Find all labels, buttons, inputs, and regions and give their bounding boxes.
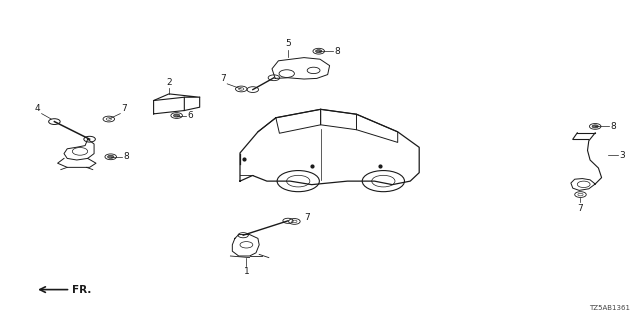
- Text: 4: 4: [35, 104, 40, 113]
- Text: 7: 7: [304, 213, 310, 222]
- Circle shape: [592, 125, 598, 128]
- Text: TZ5AB1361: TZ5AB1361: [589, 305, 630, 311]
- Text: 2: 2: [166, 78, 172, 87]
- Text: 8: 8: [123, 152, 129, 161]
- Text: 5: 5: [285, 39, 291, 48]
- Text: 3: 3: [619, 151, 625, 160]
- Text: 7: 7: [220, 74, 226, 83]
- Circle shape: [173, 114, 180, 117]
- Text: 1: 1: [244, 267, 249, 276]
- Text: 8: 8: [611, 122, 616, 131]
- Text: 8: 8: [334, 47, 340, 56]
- Text: FR.: FR.: [72, 284, 92, 295]
- Circle shape: [316, 50, 322, 53]
- Text: 7: 7: [122, 104, 127, 113]
- Circle shape: [108, 155, 114, 158]
- Text: 7: 7: [578, 204, 583, 212]
- Text: 6: 6: [188, 111, 193, 120]
